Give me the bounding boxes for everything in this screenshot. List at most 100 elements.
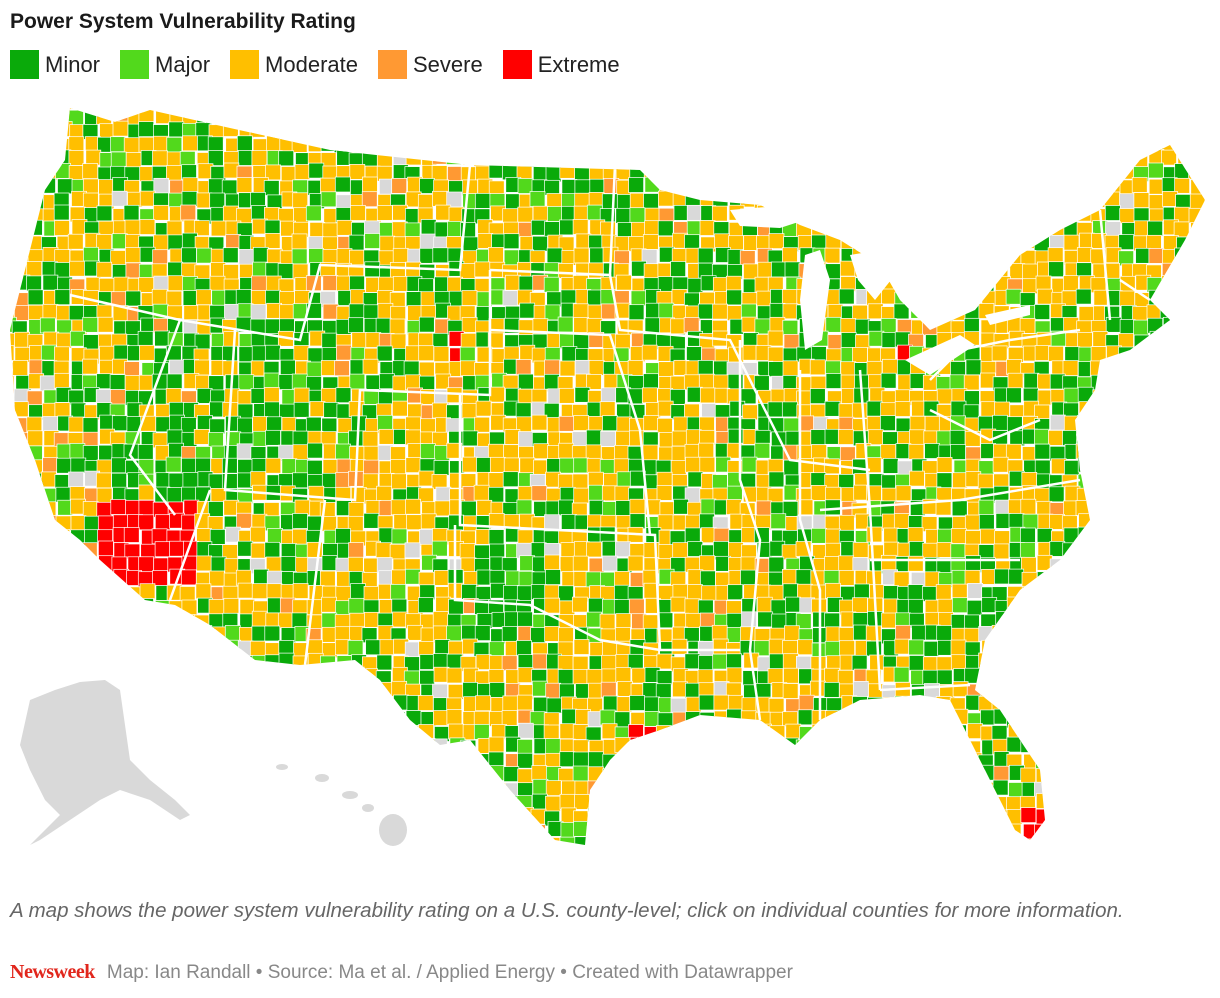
county[interactable] [1036,584,1052,601]
county[interactable] [967,163,983,180]
county[interactable] [167,275,184,292]
county[interactable] [324,865,339,870]
county[interactable] [264,344,281,361]
county[interactable] [113,835,129,851]
county[interactable] [334,108,350,123]
county[interactable] [111,415,128,432]
county[interactable] [964,569,981,586]
county[interactable] [40,177,56,194]
county[interactable] [827,824,844,841]
county[interactable] [97,583,114,600]
county[interactable] [743,766,759,782]
county[interactable] [1118,375,1135,392]
county[interactable] [237,820,254,837]
county[interactable] [1149,330,1166,347]
county[interactable] [0,583,16,599]
county[interactable] [909,205,926,222]
county[interactable] [936,275,953,292]
county[interactable] [882,163,899,180]
county[interactable] [995,638,1011,655]
county[interactable] [27,152,44,168]
county[interactable] [1118,792,1135,809]
county[interactable] [587,304,604,321]
county[interactable] [432,247,449,264]
county[interactable] [951,837,968,853]
county[interactable] [236,177,253,193]
county[interactable] [263,372,280,389]
county[interactable] [1006,642,1023,659]
county[interactable] [1189,193,1205,210]
county[interactable] [1093,528,1109,544]
county[interactable] [351,851,366,866]
county[interactable] [83,568,100,585]
county[interactable] [925,220,941,237]
county[interactable] [155,865,170,870]
county[interactable] [1162,108,1179,125]
county[interactable] [533,120,550,137]
county[interactable] [880,135,897,152]
county[interactable] [714,233,730,250]
county[interactable] [1107,670,1124,687]
county[interactable] [729,736,746,753]
county[interactable] [1203,765,1218,782]
county[interactable] [445,149,462,165]
county[interactable] [391,569,407,586]
county[interactable] [743,263,759,280]
county[interactable] [238,778,254,795]
county[interactable] [825,373,842,389]
county[interactable] [1191,750,1207,767]
county[interactable] [138,458,155,475]
county[interactable] [811,723,828,740]
county[interactable] [908,194,925,211]
county[interactable] [587,780,604,797]
county[interactable] [1075,752,1092,769]
county[interactable] [1047,247,1064,264]
county[interactable] [950,444,966,460]
county[interactable] [1131,177,1148,193]
county[interactable] [1093,712,1110,729]
county[interactable] [321,794,338,811]
county[interactable] [1051,766,1067,782]
county[interactable] [14,850,29,865]
county[interactable] [952,94,968,110]
county[interactable] [1008,513,1025,529]
county[interactable] [742,123,759,140]
county[interactable] [993,543,1010,560]
county[interactable] [615,541,631,558]
county[interactable] [853,864,868,870]
county[interactable] [68,305,85,321]
county[interactable] [670,596,687,613]
county[interactable] [1019,163,1036,179]
county[interactable] [1105,639,1122,655]
county[interactable] [966,766,983,783]
county[interactable] [277,612,294,629]
county[interactable] [518,151,535,168]
county[interactable] [1132,403,1148,420]
county[interactable] [446,849,461,864]
county[interactable] [1189,557,1205,574]
county[interactable] [770,96,787,112]
county[interactable] [278,444,294,461]
county[interactable] [1078,149,1095,166]
county[interactable] [153,204,169,221]
county[interactable] [1134,710,1151,727]
county[interactable] [39,598,56,614]
county[interactable] [1159,346,1176,363]
county[interactable] [922,542,939,559]
county[interactable] [168,851,183,866]
county[interactable] [952,708,969,725]
county[interactable] [882,737,899,754]
county[interactable] [378,725,395,741]
county[interactable] [1078,767,1095,784]
county[interactable] [1176,667,1192,684]
county[interactable] [473,767,490,784]
county[interactable] [967,151,983,168]
county[interactable] [799,751,815,767]
county[interactable] [951,247,968,263]
county[interactable] [797,821,813,838]
county[interactable] [321,107,338,123]
county[interactable] [600,303,617,320]
county[interactable] [560,96,576,112]
county[interactable] [810,429,827,445]
county[interactable] [1134,853,1149,868]
